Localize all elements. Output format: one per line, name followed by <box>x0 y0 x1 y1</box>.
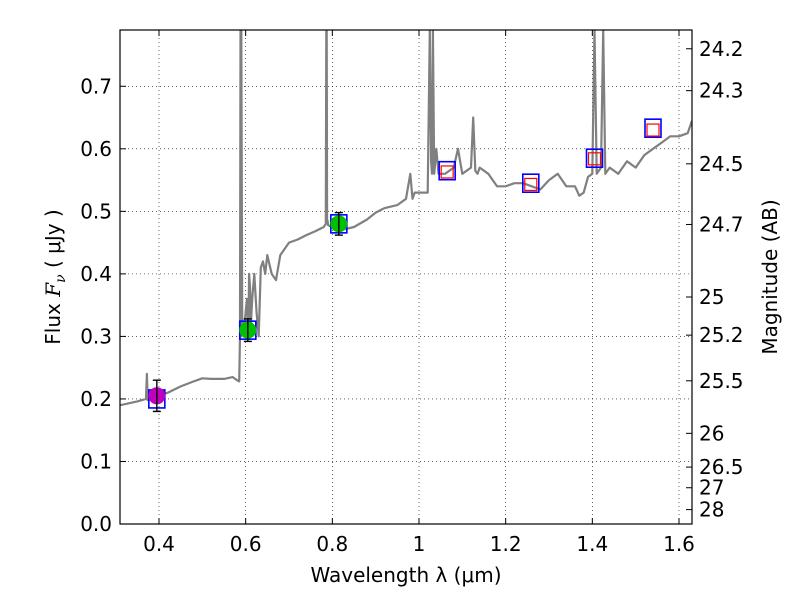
y2-tick-label: 26.5 <box>699 455 744 479</box>
spectrum-line <box>120 30 692 407</box>
y2-tick-label: 24.2 <box>699 37 744 61</box>
y2-tick-label: 25 <box>699 285 724 309</box>
x-tick-label: 1.2 <box>490 532 522 556</box>
y-axis-title-subscript: ν <box>53 274 69 283</box>
model-photometry-blue-square <box>438 160 456 181</box>
y2-tick-label: 26 <box>699 421 724 445</box>
x-tick-label: 1.6 <box>663 532 695 556</box>
grid <box>120 30 692 525</box>
y-axis-title-suffix: ( μJy ) <box>41 209 65 274</box>
x-tick-label: 0.6 <box>230 532 262 556</box>
model-photometry-red-square <box>440 165 454 179</box>
y2-tick-label: 27 <box>699 476 724 500</box>
y2-tick-label: 25.5 <box>699 369 744 393</box>
y2-tick-label: 24.3 <box>699 79 744 103</box>
spectrum-layer <box>120 30 692 407</box>
y2-tick-label: 28 <box>699 498 724 522</box>
y-tick-label: 0.6 <box>80 137 112 161</box>
model-photometry-red-square <box>646 123 660 137</box>
y-axis-title-symbol: F <box>41 282 65 298</box>
model-photometry-blue-square <box>585 148 604 168</box>
y2-tick-label: 24.5 <box>699 152 744 176</box>
model-photometry-red-square <box>587 152 602 166</box>
y-tick-label: 0.2 <box>80 387 112 411</box>
y-tick-label: 0.5 <box>80 199 112 223</box>
marker-layer <box>148 118 662 413</box>
model-photometry-blue-square <box>644 118 662 138</box>
model-photometry-blue-square <box>521 173 540 194</box>
x-tick-label: 1 <box>413 532 426 556</box>
y-tick-label: 0.4 <box>80 262 112 286</box>
y-tick-label: 0.3 <box>80 324 112 348</box>
y2-axis-title: Magnitude (AB) <box>758 199 782 354</box>
y2-tick-label: 25.2 <box>699 323 744 347</box>
plot-frame <box>119 29 693 525</box>
tick-layer <box>120 30 692 525</box>
x-axis-title: Wavelength λ (μm) <box>310 563 501 587</box>
tick-label-layer: 0.4 0.6 0.8 1 1.2 1.4 1.6 0.0 0.1 0.2 0.3 0.4 0.5 0.6… <box>80 37 743 556</box>
y-axis-title-prefix: Flux <box>41 297 65 345</box>
y-tick-label: 0.1 <box>80 449 112 473</box>
y-axis-title: Flux Fν ( μJy ) <box>41 209 69 344</box>
x-tick-label: 0.4 <box>143 532 175 556</box>
y2-tick-label: 24.7 <box>699 212 744 236</box>
model-photometry-red-square <box>524 177 538 192</box>
y-tick-label: 0.0 <box>80 512 112 536</box>
x-tick-label: 1.4 <box>576 532 608 556</box>
x-tick-label: 0.8 <box>316 532 348 556</box>
y-tick-label: 0.7 <box>80 74 112 98</box>
